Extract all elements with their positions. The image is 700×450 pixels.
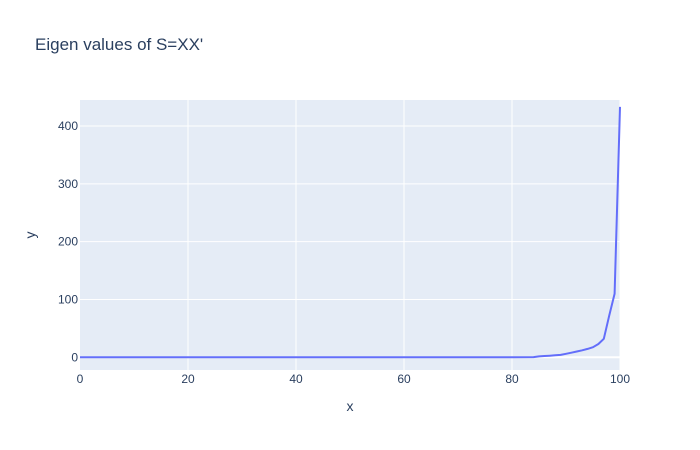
y-tick-label: 0: [71, 350, 78, 364]
eigenvalue-series-line: [80, 106, 621, 359]
plot-background: [80, 100, 620, 370]
x-tick-label: 40: [289, 372, 303, 386]
x-tick-label: 100: [610, 372, 630, 386]
y-tick-label: 100: [58, 292, 78, 306]
x-tick-label: 0: [77, 372, 84, 386]
y-tick-label: 300: [58, 177, 78, 191]
x-axis-title: x: [347, 398, 354, 414]
y-tick-label: 200: [58, 235, 78, 249]
x-tick-label: 60: [397, 372, 411, 386]
chart-title: Eigen values of S=XX': [35, 35, 203, 54]
y-tick-labels: 0 100 200 300 400: [58, 119, 78, 364]
y-axis-title: y: [22, 232, 38, 239]
y-tick-label: 400: [58, 119, 78, 133]
x-tick-label: 20: [181, 372, 195, 386]
series-layer: [80, 106, 621, 359]
x-tick-label: 80: [505, 372, 519, 386]
x-tick-labels: 0 20 40 60 80 100: [77, 372, 631, 386]
